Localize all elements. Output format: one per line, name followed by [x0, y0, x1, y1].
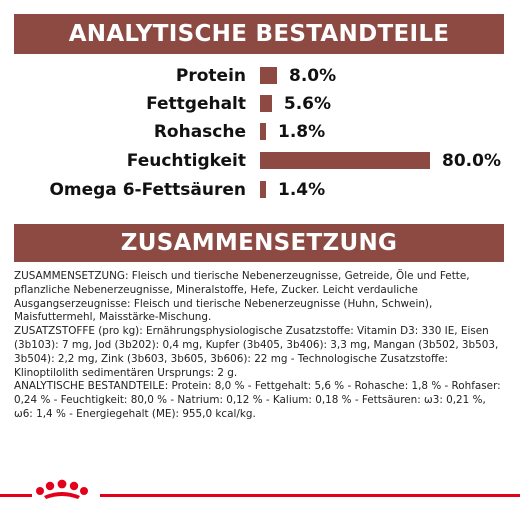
- footer-red-line: [0, 494, 520, 497]
- analytical-paragraph: ANALYTISCHE BESTANDTEILE: Protein: 8,0 %…: [14, 380, 501, 420]
- nutrient-row-omega6: Omega 6-Fettsäuren 1.4%: [0, 178, 520, 202]
- nutrient-value: 5.6%: [283, 94, 332, 114]
- nutrient-bar: [260, 181, 266, 198]
- nutrient-value: 8.0%: [289, 66, 337, 86]
- composition-text: ZUSAMMENSETZUNG: Fleisch und tierische N…: [14, 270, 504, 422]
- additives-paragraph: ZUSATZSTOFFE (pro kg): Ernährungsphysiol…: [14, 325, 499, 379]
- nutrient-value: 1.4%: [278, 180, 326, 200]
- section-title: ZUSAMMENSETZUNG: [120, 230, 398, 256]
- nutrient-bar: [260, 95, 272, 112]
- analytical-constituents-banner: ANALYTISCHE BESTANDTEILE: [14, 14, 504, 54]
- nutrient-row-rohasche: Rohasche 1.8%: [0, 120, 520, 144]
- nutrient-bar: [260, 152, 430, 169]
- nutrient-row-feuchtigkeit: Feuchtigkeit 80.0%: [0, 149, 520, 173]
- crown-logo-icon: [32, 478, 100, 500]
- nutrient-row-fettgehalt: Fettgehalt 5.6%: [0, 92, 520, 116]
- nutrient-bar: [260, 123, 266, 140]
- nutrient-label: Fettgehalt: [146, 94, 246, 114]
- nutrient-value: 1.8%: [278, 122, 326, 142]
- nutrient-label: Rohasche: [153, 122, 246, 142]
- nutrient-row-protein: Protein 8.0%: [0, 64, 520, 88]
- section-title: ANALYTISCHE BESTANDTEILE: [68, 21, 450, 47]
- composition-paragraph: ZUSAMMENSETZUNG: Fleisch und tierische N…: [14, 270, 470, 324]
- composition-banner: ZUSAMMENSETZUNG: [14, 224, 504, 262]
- nutrient-label: Omega 6-Fettsäuren: [49, 180, 246, 200]
- nutrient-label: Feuchtigkeit: [126, 151, 246, 171]
- nutrient-label: Protein: [175, 66, 246, 86]
- nutrient-value: 80.0%: [442, 151, 501, 171]
- nutrient-bar: [260, 67, 277, 84]
